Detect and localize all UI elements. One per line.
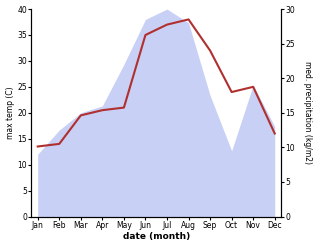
Y-axis label: max temp (C): max temp (C)	[5, 86, 15, 139]
X-axis label: date (month): date (month)	[123, 232, 190, 242]
Y-axis label: med. precipitation (kg/m2): med. precipitation (kg/m2)	[303, 61, 313, 164]
